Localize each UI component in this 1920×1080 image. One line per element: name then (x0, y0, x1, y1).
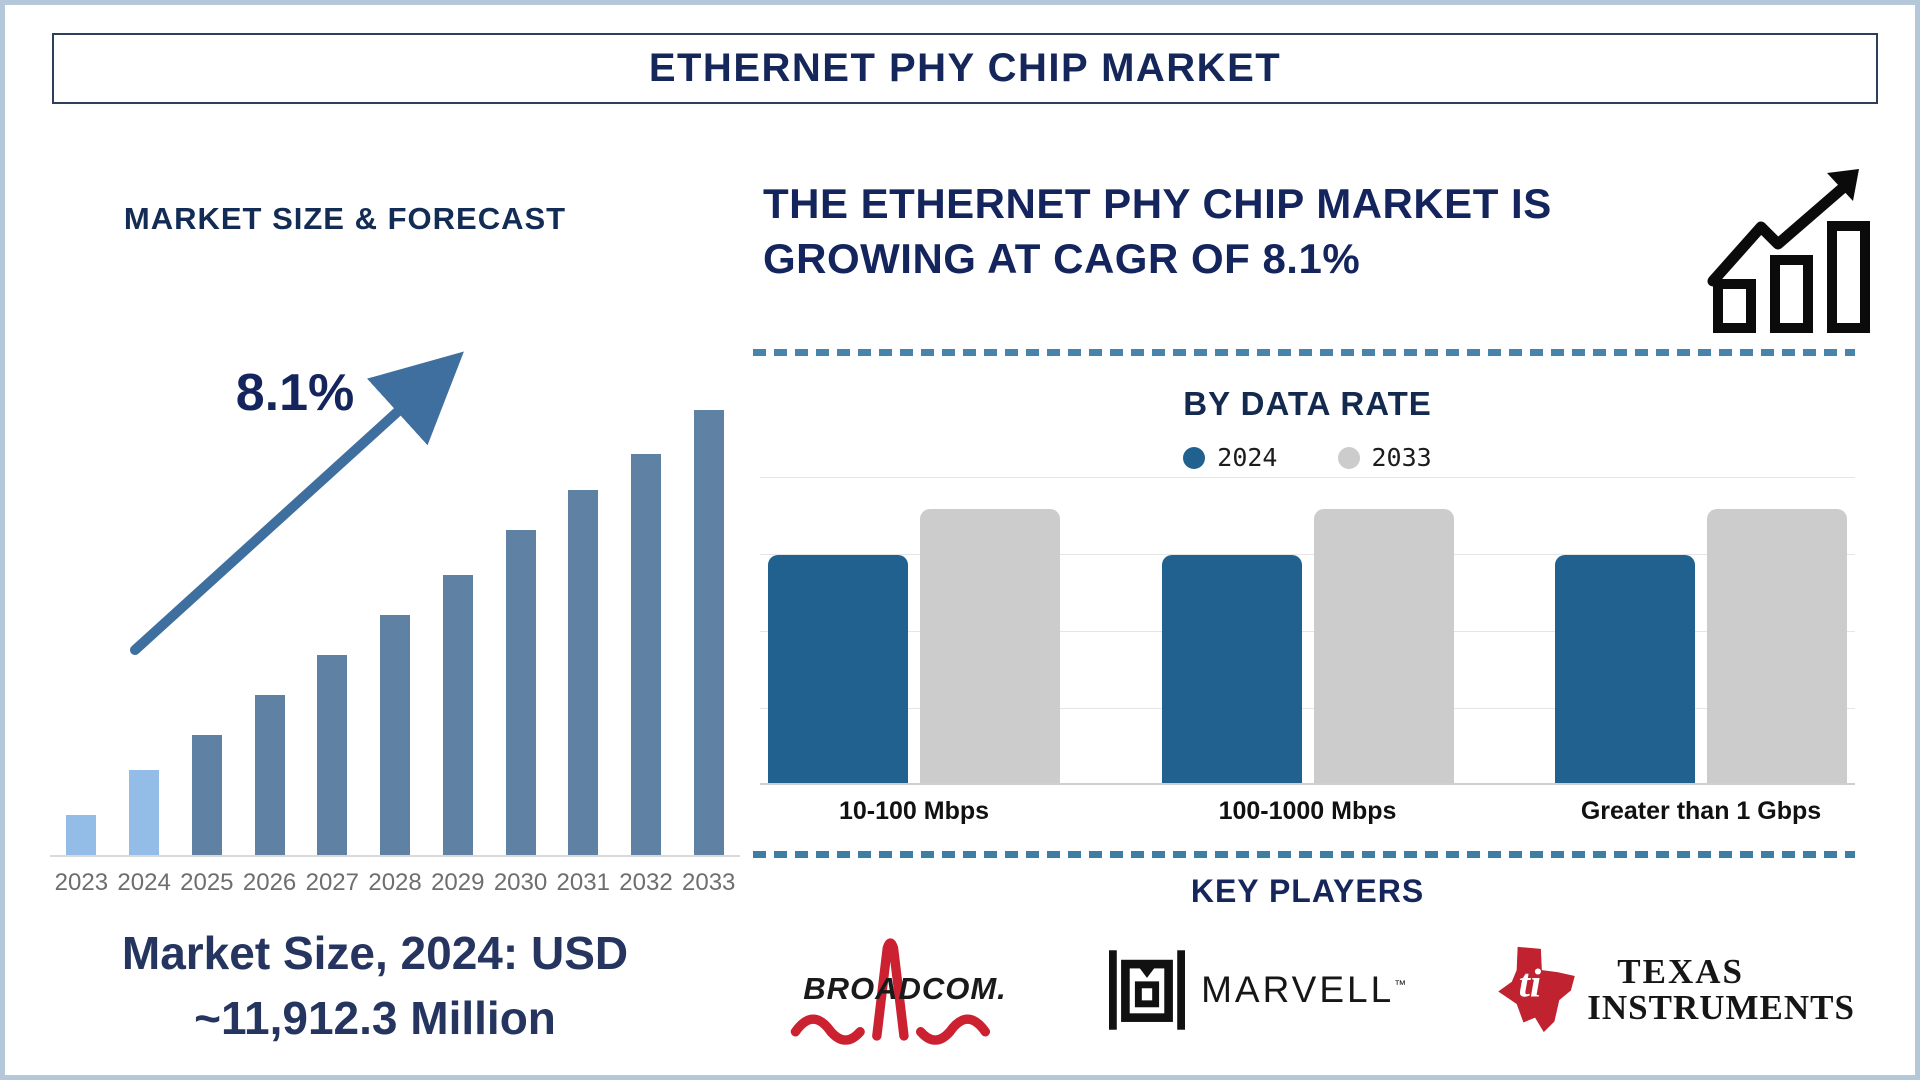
trend-arrow-icon (130, 351, 464, 655)
key-players-title: KEY PLAYERS (1190, 873, 1425, 909)
legend-item-2033: 2033 (1337, 443, 1432, 472)
data-rate-title: BY DATA RATE (1183, 385, 1432, 422)
ti-wordmark-line1: TEXAS (1617, 951, 1744, 991)
forecast-bar-2032 (630, 454, 661, 855)
forecast-bar-2023 (66, 815, 97, 855)
data-rate-bar-2024-1 (1161, 555, 1302, 783)
data-rate-label-2: Greater than 1 Gbps (1580, 797, 1822, 825)
page-title: ETHERNET PHY CHIP MARKET (648, 46, 1282, 90)
forecast-bar-cell-2033 (677, 391, 740, 855)
ti-wordmark: TEXAS INSTRUMENTS (1587, 954, 1855, 1025)
data-rate-bar-2024-2 (1555, 555, 1695, 783)
data-rate-label-1: 100-1000 Mbps (1218, 797, 1397, 825)
forecast-year-label-2024: 2024 (117, 869, 171, 896)
key-players-logos: BROADCOM. MARVELL™ ti TEXAS INSTRUMENTS (785, 917, 1855, 1062)
legend-label-2033: 2033 (1371, 443, 1432, 472)
texas-instruments-logo: ti TEXAS INSTRUMENTS (1493, 944, 1855, 1036)
cagr-annotation: 8.1% (235, 364, 355, 422)
ti-wordmark-line2: INSTRUMENTS (1587, 987, 1855, 1027)
marvell-wordmark: MARVELL™ (1201, 969, 1409, 1011)
ti-texas-icon: ti (1498, 946, 1576, 1032)
marvell-wordmark-text: MARVELL (1201, 968, 1395, 1010)
svg-text:ti: ti (1519, 960, 1542, 1005)
forecast-bars (50, 391, 740, 857)
forecast-year-label-2032: 2032 (619, 869, 673, 896)
forecast-year-label-2029: 2029 (431, 869, 485, 896)
forecast-bar-cell-2030 (489, 391, 552, 855)
forecast-bar-2033 (693, 410, 724, 855)
forecast-bar-cell-2026 (238, 391, 301, 855)
legend-dot-2033 (1337, 446, 1360, 469)
forecast-year-label-2033: 2033 (682, 869, 736, 896)
data-rate-bar-2033-1 (1313, 509, 1454, 783)
forecast-year-label-2030: 2030 (493, 869, 548, 896)
forecast-bar-2027 (317, 655, 348, 855)
forecast-section-title: MARKET SIZE & FORECAST (123, 201, 567, 236)
forecast-bar-cell-2031 (552, 391, 615, 855)
cagr-headline: THE ETHERNET PHY CHIP MARKET IS GROWING … (763, 177, 1683, 286)
broadcom-logo: BROADCOM. (785, 925, 1025, 1055)
data-rate-group-2 (1555, 509, 1847, 783)
forecast-bar-2029 (442, 575, 473, 855)
data-rate-bar-2033-2 (1707, 509, 1847, 783)
forecast-bar-cell-2028 (364, 391, 427, 855)
forecast-bar-cell-2027 (301, 391, 364, 855)
market-size-callout: Market Size, 2024: USD ~11,912.3 Million (45, 921, 705, 1052)
broadcom-wave-icon (790, 937, 991, 1045)
cagr-headline-line1: THE ETHERNET PHY CHIP MARKET IS (763, 180, 1552, 227)
broadcom-wordmark: BROADCOM. (803, 970, 1007, 1006)
data-rate-bar-2024-0 (768, 555, 908, 783)
data-rate-group-0 (768, 509, 1060, 783)
dashed-divider-top (753, 349, 1855, 356)
forecast-bar-2025 (191, 735, 222, 855)
data-rate-bar-2033-0 (920, 509, 1060, 783)
forecast-bar-2026 (254, 695, 285, 855)
legend-dot-2024 (1183, 446, 1206, 469)
data-rate-label-0: 10-100 Mbps (838, 797, 990, 825)
legend-label-2024: 2024 (1217, 443, 1278, 472)
forecast-bar-2031 (568, 490, 599, 855)
forecast-years: 2023 2024 2025 2026 2027 2028 2029 2030 2031 2032… (50, 869, 740, 897)
marvell-logo: MARVELL™ (1109, 944, 1409, 1036)
forecast-bar-cell-2024 (113, 391, 176, 855)
forecast-year-label-2031: 2031 (556, 869, 610, 896)
data-rate-category-labels: 10-100 Mbps 100-1000 Mbps Greater than 1 G… (760, 797, 1855, 826)
data-rate-group-1 (1161, 509, 1454, 783)
forecast-year-label-2025: 2025 (180, 869, 234, 896)
forecast-bar-2024 (129, 770, 160, 855)
legend-item-2024: 2024 (1183, 443, 1278, 472)
title-box: ETHERNET PHY CHIP MARKET (52, 33, 1878, 104)
marvell-tm: ™ (1394, 977, 1410, 992)
data-rate-legend: 2024 2033 (760, 443, 1855, 472)
forecast-year-label-2027: 2027 (305, 869, 359, 896)
marvell-m-icon (1109, 949, 1186, 1030)
market-size-line1: Market Size, 2024: USD (121, 927, 629, 979)
data-rate-bars (760, 477, 1855, 785)
forecast-bar-cell-2023 (50, 391, 113, 855)
forecast-year-label-2023: 2023 (54, 869, 109, 896)
forecast-bar-2030 (505, 530, 536, 855)
forecast-year-label-2026: 2026 (242, 869, 297, 896)
forecast-bar-cell-2029 (426, 391, 489, 855)
forecast-bar-2028 (380, 615, 411, 855)
market-size-line2: ~11,912.3 Million (194, 992, 556, 1045)
forecast-bar-cell-2025 (175, 391, 238, 855)
growth-chart-icon (1707, 169, 1870, 333)
forecast-bar-cell-2032 (615, 391, 678, 855)
cagr-headline-line2: GROWING AT CAGR OF 8.1% (763, 234, 1361, 282)
forecast-year-label-2028: 2028 (368, 869, 422, 896)
dashed-divider-bottom (753, 851, 1855, 858)
